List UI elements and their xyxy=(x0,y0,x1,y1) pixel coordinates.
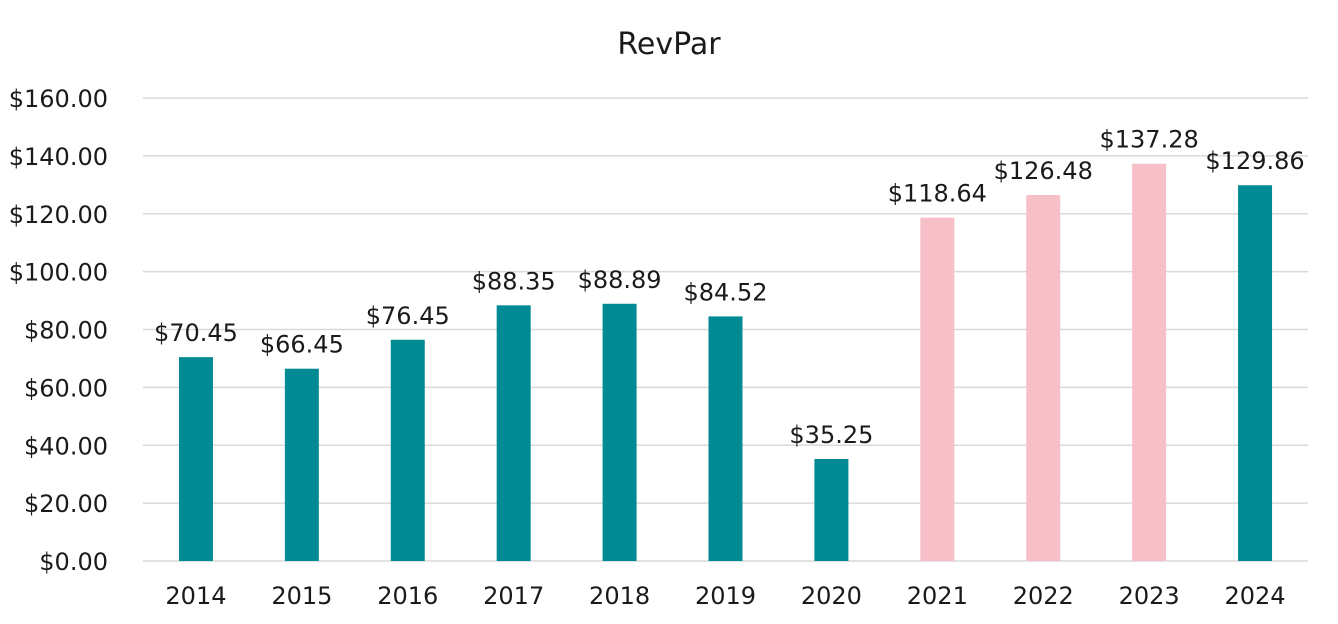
y-tick-label: $80.00 xyxy=(24,317,108,345)
x-tick-label: 2018 xyxy=(589,582,650,610)
data-label: $66.45 xyxy=(260,331,344,359)
data-label: $126.48 xyxy=(994,157,1093,185)
y-tick-label: $0.00 xyxy=(39,548,108,576)
bar xyxy=(1132,163,1167,561)
bar xyxy=(1026,194,1061,561)
bar xyxy=(602,303,637,561)
x-axis-tick-labels: 2014 2015 2016 2017 2018 2019 2020 2021 2022 2023… xyxy=(165,582,1285,610)
x-tick-label: 2014 xyxy=(165,582,226,610)
x-tick-label: 2019 xyxy=(695,582,756,610)
x-tick-label: 2021 xyxy=(907,582,968,610)
y-tick-label: $20.00 xyxy=(24,490,108,518)
x-tick-label: 2015 xyxy=(271,582,332,610)
y-tick-label: $60.00 xyxy=(24,374,108,402)
data-label: $118.64 xyxy=(888,180,987,208)
y-axis-tick-labels: $0.00 $20.00 $40.00 $60.00 $80.00 $100.00 $120… xyxy=(9,85,108,576)
bar xyxy=(496,305,531,561)
x-tick-label: 2024 xyxy=(1225,582,1286,610)
y-tick-label: $140.00 xyxy=(9,143,108,171)
data-label: $84.52 xyxy=(684,278,768,306)
data-label: $88.89 xyxy=(578,266,662,294)
data-labels: $70.45 $66.45 $76.45 $88.35 $88.89 $84.52 $35.… xyxy=(154,126,1305,449)
x-tick-label: 2023 xyxy=(1119,582,1180,610)
bar xyxy=(284,368,319,561)
data-label: $129.86 xyxy=(1205,147,1304,175)
bar xyxy=(920,217,955,562)
bar xyxy=(1238,185,1273,561)
y-tick-label: $100.00 xyxy=(9,259,108,287)
bar xyxy=(178,357,213,561)
data-label: $35.25 xyxy=(789,421,873,449)
data-label: $76.45 xyxy=(366,302,450,330)
y-tick-label: $120.00 xyxy=(9,201,108,229)
x-tick-label: 2017 xyxy=(483,582,544,610)
x-tick-label: 2022 xyxy=(1013,582,1074,610)
bar xyxy=(708,316,743,561)
y-tick-label: $40.00 xyxy=(24,432,108,460)
data-label: $70.45 xyxy=(154,319,238,347)
y-tick-label: $160.00 xyxy=(9,85,108,113)
chart-title: RevPar xyxy=(617,27,721,62)
x-tick-label: 2016 xyxy=(377,582,438,610)
x-tick-label: 2020 xyxy=(801,582,862,610)
data-label: $88.35 xyxy=(472,267,556,295)
bar xyxy=(390,339,425,561)
bar xyxy=(814,458,849,561)
bars xyxy=(178,163,1273,562)
data-label: $137.28 xyxy=(1100,126,1199,154)
